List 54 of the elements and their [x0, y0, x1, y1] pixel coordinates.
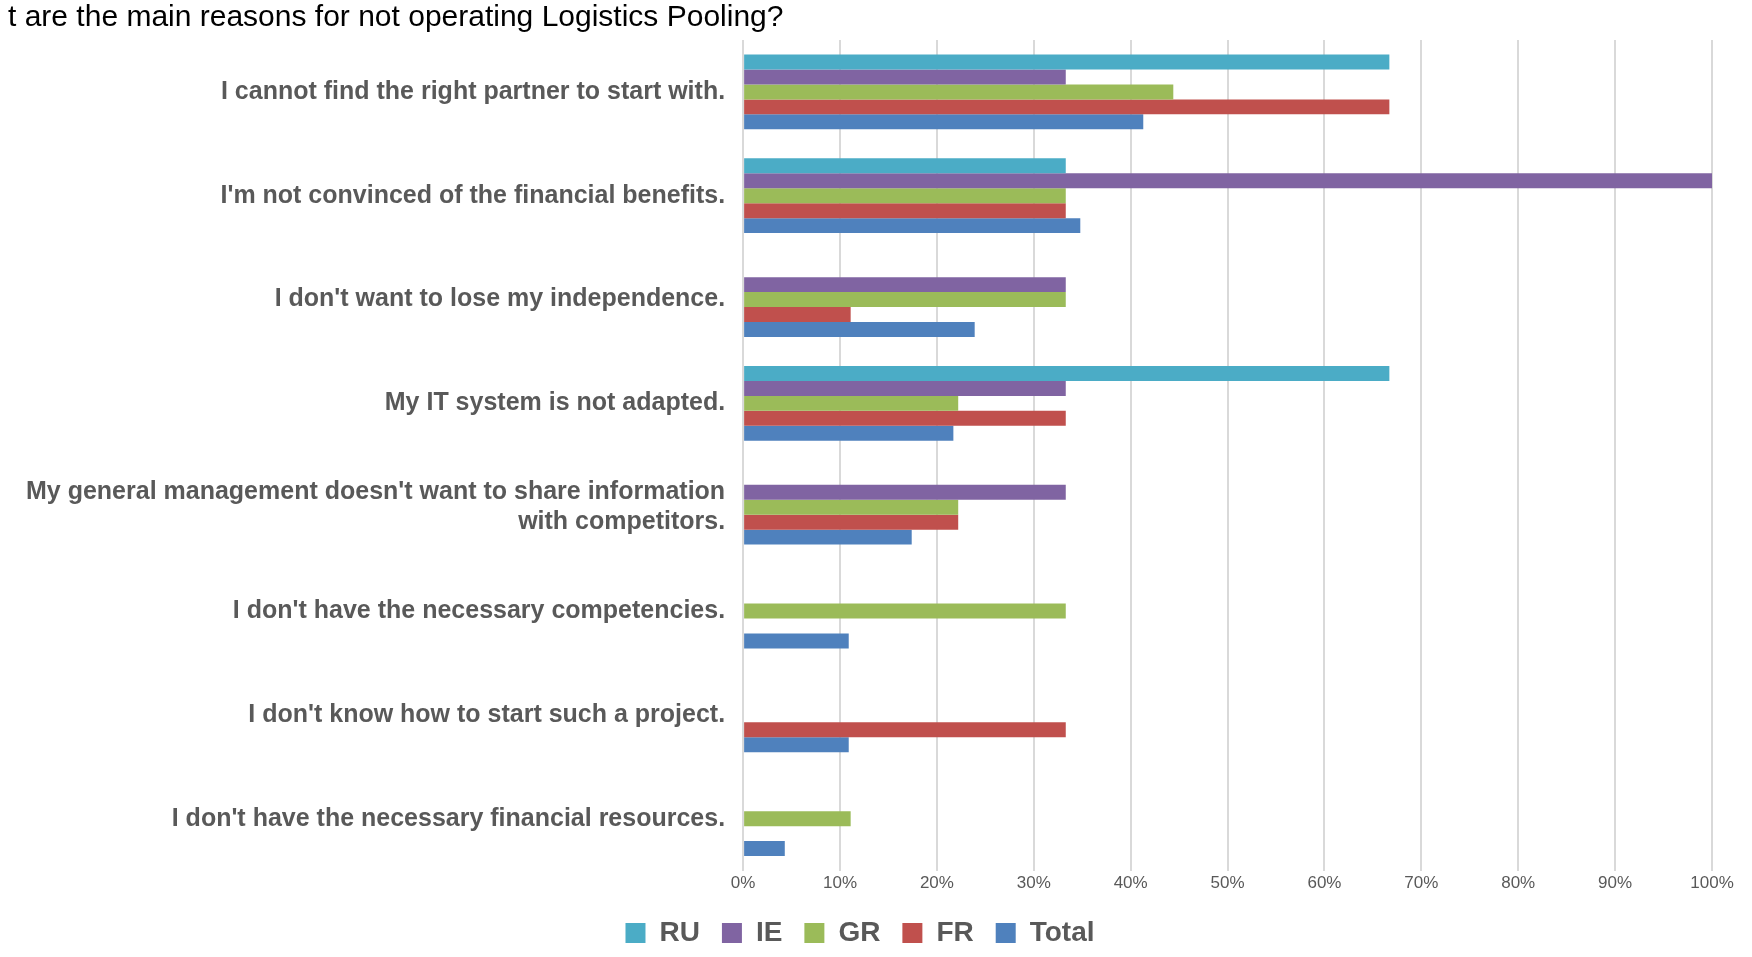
y-tick-label: I'm not convinced of the financial benefits.	[220, 179, 726, 208]
y-tick-label: I don't have the necessary financial resources.	[171, 802, 726, 831]
bar	[744, 484, 1066, 500]
bar	[744, 203, 1066, 219]
bar	[744, 499, 959, 515]
legend-label: Total	[1029, 915, 1095, 947]
bar	[744, 277, 1066, 293]
y-tick-label: My general management doesn't want to share information with competitors.	[26, 476, 726, 535]
bar	[744, 529, 912, 545]
bar	[744, 173, 1712, 189]
x-tick-label: 40%	[1113, 873, 1148, 893]
x-tick-label: 70%	[1404, 873, 1439, 893]
x-tick-label: 80%	[1501, 873, 1536, 893]
legend-label: RU	[659, 915, 700, 947]
x-tick-label: 50%	[1210, 873, 1245, 893]
bar	[744, 425, 954, 441]
bar	[744, 292, 1066, 308]
bar	[744, 321, 975, 337]
bar	[744, 603, 1066, 619]
x-tick-label: 90%	[1598, 873, 1633, 893]
bar	[744, 514, 959, 530]
legend-label: FR	[936, 915, 974, 947]
y-tick-label: I cannot find the right partner to start with.	[220, 75, 726, 104]
y-tick-label: I don't have the necessary competencies.	[232, 594, 726, 623]
legend-label: IE	[755, 915, 783, 947]
x-tick-label: 60%	[1307, 873, 1342, 893]
bar	[744, 114, 1144, 130]
bar	[744, 380, 1066, 396]
x-tick-label: 10%	[822, 873, 858, 893]
x-tick-label: 0%	[730, 873, 756, 893]
text: t are the main reasons for not operating Logistics Pooling?	[8, 0, 784, 33]
bar	[744, 737, 849, 753]
bar	[744, 69, 1066, 85]
bar	[744, 158, 1066, 174]
y-tick-label: I don't know how to start such a project.	[248, 698, 726, 727]
bar	[744, 841, 785, 857]
x-tick-label: 30%	[1016, 873, 1051, 893]
bar	[744, 188, 1066, 204]
bar	[744, 366, 1390, 381]
bar	[744, 722, 1066, 738]
x-tick-label: 100%	[1690, 873, 1734, 893]
bar	[744, 84, 1174, 100]
bar	[744, 307, 851, 322]
bar	[744, 410, 1066, 426]
bar	[744, 633, 849, 649]
bar	[744, 395, 959, 411]
x-tick-label: 20%	[919, 873, 954, 893]
y-tick-label: I don't want to lose my independence.	[274, 283, 726, 312]
bar	[744, 811, 851, 827]
bar	[744, 54, 1390, 70]
bar	[744, 218, 1081, 234]
y-tick-label: My IT system is not adapted.	[384, 387, 726, 416]
legend-label: GR	[838, 915, 881, 947]
bar	[744, 99, 1390, 115]
